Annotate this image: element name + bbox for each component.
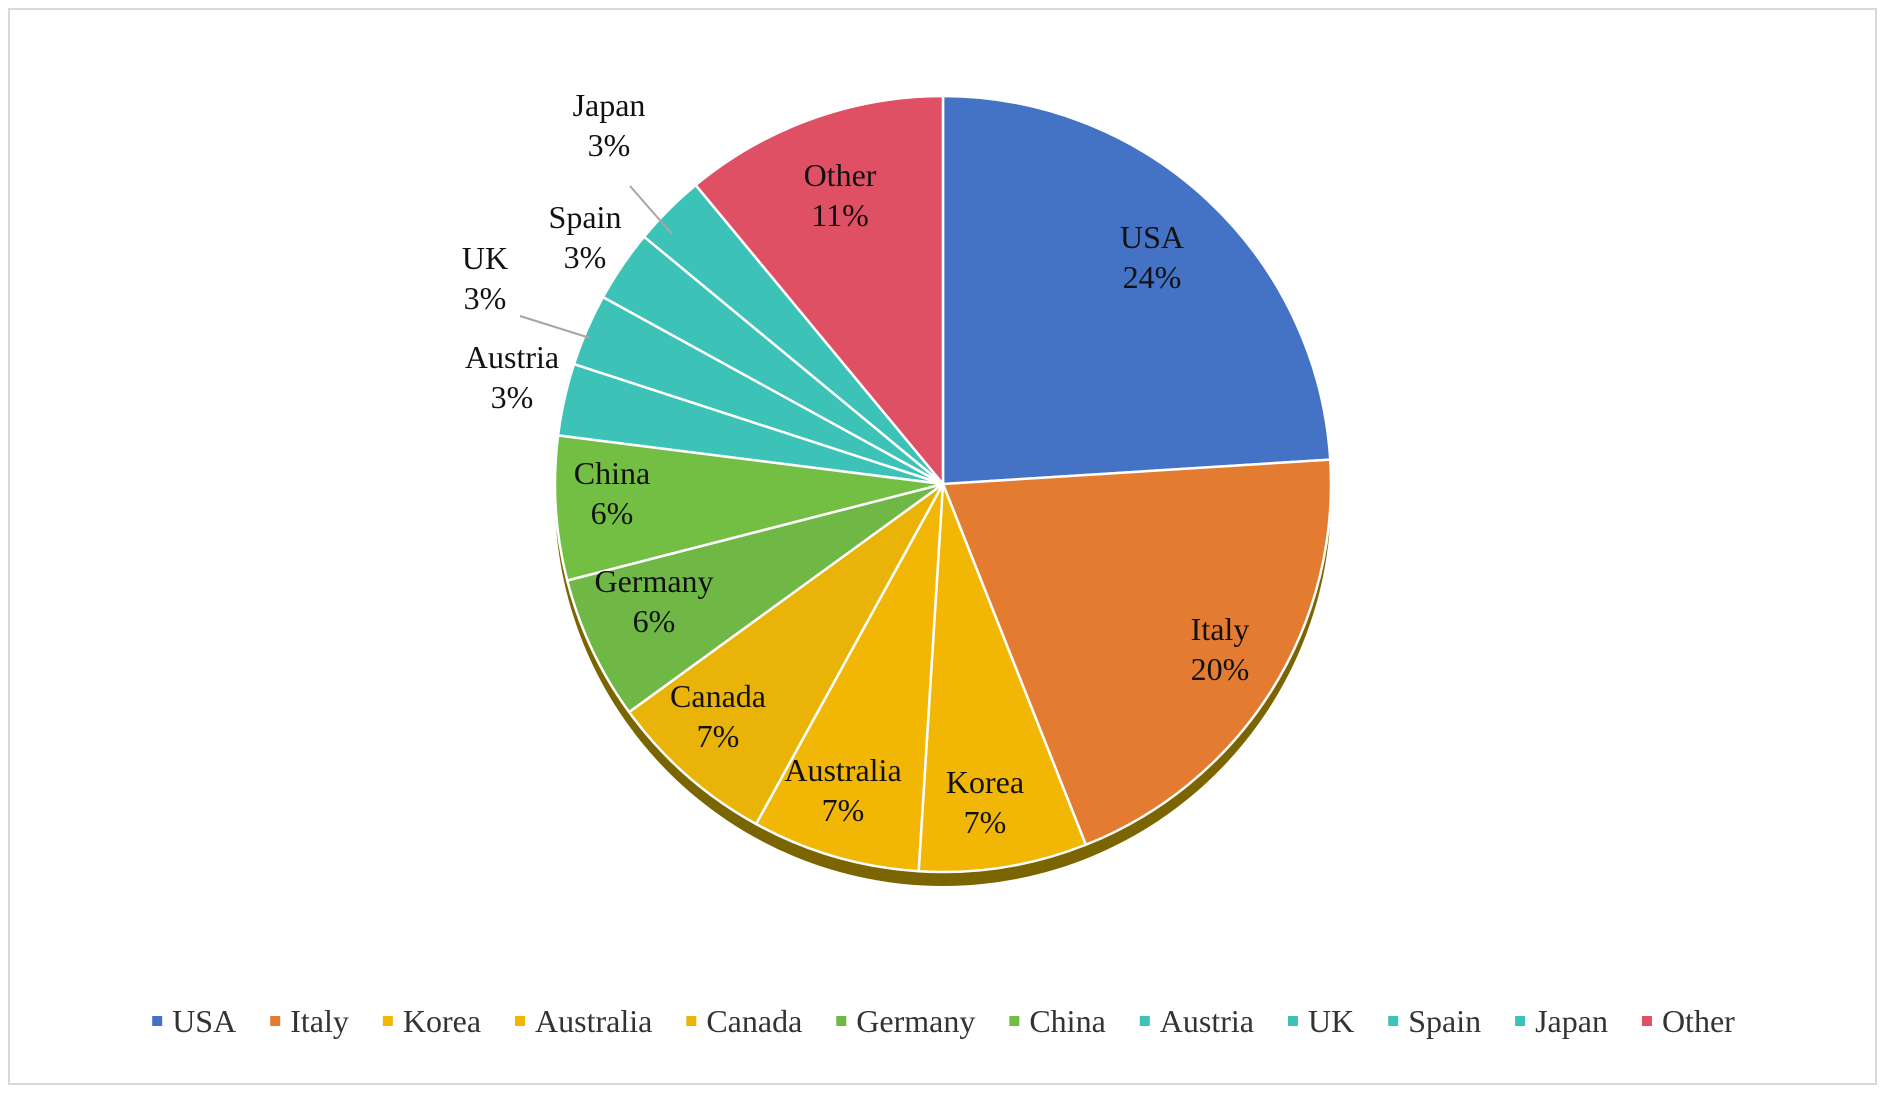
legend-item-australia: Australia — [515, 1003, 652, 1039]
slice-other — [693, 94, 945, 488]
legend-item-japan: Japan — [1515, 1003, 1608, 1039]
slice-label-italy: Italy 20% — [1191, 611, 1250, 687]
legend-item-other: Other — [1641, 1003, 1735, 1039]
legend-label-austria: Austria — [1160, 1003, 1254, 1039]
slice-category-japan: Japan — [573, 87, 646, 123]
slice-percent-australia: 7% — [822, 792, 865, 828]
legend-swatch-china — [1009, 1016, 1020, 1026]
legend-item-uk: UK — [1287, 1003, 1354, 1039]
slice-label-spain: Spain 3% — [549, 199, 622, 275]
leader-line-uk — [519, 315, 591, 339]
slice-italy — [941, 458, 1333, 847]
slice-label-australia: Australia 7% — [784, 752, 901, 828]
slice-label-germany: Germany 6% — [594, 563, 713, 639]
legend-item-italy: Italy — [270, 1003, 349, 1039]
slice-percent-china: 6% — [591, 495, 634, 531]
slice-category-uk: UK — [462, 240, 508, 276]
slice-germany — [565, 482, 944, 714]
slice-category-other: Other — [804, 157, 877, 193]
leader-lines — [519, 185, 673, 339]
slice-percent-italy: 20% — [1191, 651, 1250, 687]
slice-label-austria: Austria 3% — [465, 339, 559, 415]
legend-item-austria: Austria — [1139, 1003, 1254, 1039]
slice-percent-korea: 7% — [964, 804, 1007, 840]
legend-swatch-italy — [270, 1016, 281, 1026]
legend-swatch-japan — [1515, 1016, 1526, 1026]
legend-swatch-korea — [382, 1016, 393, 1026]
legend-item-usa: USA — [152, 1003, 236, 1039]
slice-category-china: China — [574, 455, 650, 491]
legend-swatch-spain — [1388, 1016, 1399, 1026]
slice-category-korea: Korea — [946, 764, 1024, 800]
legend-label-other: Other — [1662, 1003, 1735, 1039]
legend-item-korea: Korea — [382, 1003, 481, 1039]
slice-label-uk: UK 3% — [462, 240, 508, 316]
slice-category-usa: USA — [1120, 219, 1184, 255]
slice-percent-uk: 3% — [464, 280, 507, 316]
slice-label-usa: USA 24% — [1120, 219, 1184, 295]
slice-label-canada: Canada 7% — [670, 678, 766, 754]
slice-percent-austria: 3% — [491, 379, 534, 415]
slice-label-other: Other 11% — [804, 157, 877, 233]
slice-percent-usa: 24% — [1123, 259, 1182, 295]
slice-korea — [917, 483, 1088, 874]
legend-label-usa: USA — [172, 1003, 236, 1039]
legend-label-spain: Spain — [1408, 1003, 1481, 1039]
legend-item-china: China — [1009, 1003, 1106, 1039]
legend-label-uk: UK — [1308, 1003, 1354, 1039]
legend-swatch-australia — [515, 1016, 526, 1026]
slice-canada — [627, 482, 945, 826]
legend-label-china: China — [1029, 1003, 1105, 1039]
legend-swatch-austria — [1139, 1016, 1150, 1026]
slice-australia — [754, 483, 945, 873]
legend-label-germany: Germany — [856, 1003, 975, 1039]
slice-percent-japan: 3% — [588, 127, 631, 163]
slice-usa — [941, 94, 1332, 486]
slice-category-australia: Australia — [784, 752, 901, 788]
legend-item-canada: Canada — [686, 1003, 802, 1039]
slice-percent-germany: 6% — [633, 603, 676, 639]
slice-percent-canada: 7% — [697, 718, 740, 754]
legend-label-canada: Canada — [706, 1003, 802, 1039]
slice-percent-spain: 3% — [564, 239, 607, 275]
slice-category-italy: Italy — [1191, 611, 1250, 647]
legend-label-korea: Korea — [403, 1003, 481, 1039]
legend-label-italy: Italy — [290, 1003, 349, 1039]
legend-label-japan: Japan — [1535, 1003, 1608, 1039]
slice-labels: USA 24% Italy 20% Korea 7% Australia 7% Canada 7%… — [462, 87, 1249, 840]
slice-label-japan: Japan 3% — [573, 87, 646, 163]
legend-swatch-uk — [1287, 1016, 1298, 1026]
slice-china — [553, 433, 944, 583]
legend-item-germany: Germany — [836, 1003, 975, 1039]
slice-category-canada: Canada — [670, 678, 766, 714]
slice-category-spain: Spain — [549, 199, 622, 235]
legend-swatch-canada — [686, 1016, 697, 1026]
slice-label-china: China 6% — [574, 455, 650, 531]
legend-swatch-usa — [152, 1016, 163, 1026]
slice-category-germany: Germany — [594, 563, 713, 599]
legend-label-australia: Australia — [535, 1003, 652, 1039]
legend-item-spain: Spain — [1388, 1003, 1481, 1039]
legend: USA Italy Korea Australia Canada Germany China… — [152, 1003, 1735, 1039]
leader-line-japan — [629, 185, 673, 235]
slice-category-austria: Austria — [465, 339, 559, 375]
slice-percent-other: 11% — [811, 197, 868, 233]
slice-label-korea: Korea 7% — [946, 764, 1024, 840]
pie-slices — [553, 94, 1333, 874]
legend-swatch-other — [1641, 1016, 1652, 1026]
legend-swatch-germany — [836, 1016, 847, 1026]
